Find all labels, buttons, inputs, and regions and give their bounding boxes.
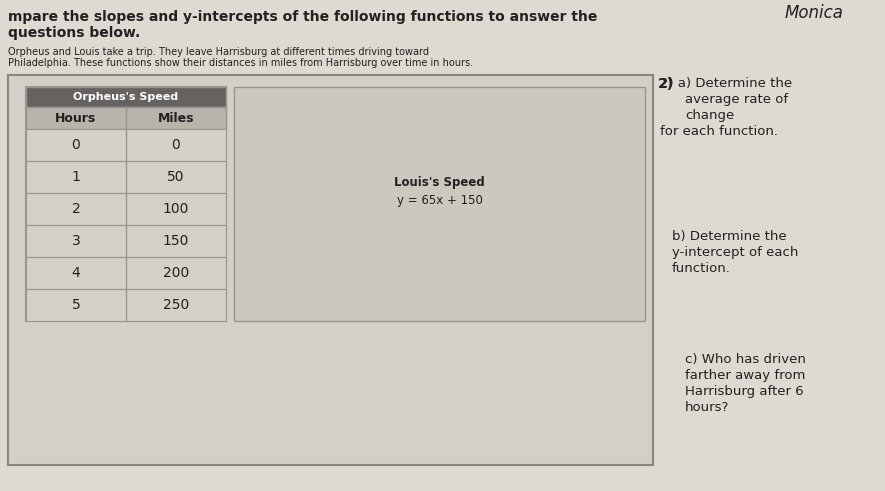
- Text: Harrisburg after 6: Harrisburg after 6: [685, 385, 804, 398]
- Text: 0: 0: [172, 138, 181, 152]
- Bar: [26, 87, 226, 107]
- Bar: [26, 193, 226, 225]
- Text: 1: 1: [72, 170, 81, 184]
- Bar: [26, 225, 226, 257]
- Text: 2: 2: [72, 202, 81, 216]
- Text: 150: 150: [163, 234, 189, 248]
- Bar: [26, 107, 226, 129]
- Bar: [26, 257, 226, 289]
- Text: for each function.: for each function.: [660, 125, 778, 138]
- Text: hours?: hours?: [685, 401, 729, 414]
- Text: farther away from: farther away from: [685, 369, 805, 382]
- Text: 4: 4: [72, 266, 81, 280]
- Text: 200: 200: [163, 266, 189, 280]
- Text: y = 65x + 150: y = 65x + 150: [396, 194, 482, 207]
- Text: Miles: Miles: [158, 111, 194, 125]
- Bar: [234, 87, 645, 321]
- Text: Louis's Speed: Louis's Speed: [394, 176, 485, 189]
- Text: 100: 100: [163, 202, 189, 216]
- Text: 250: 250: [163, 298, 189, 312]
- Text: Monica: Monica: [785, 4, 844, 22]
- Bar: [26, 289, 226, 321]
- Text: mpare the slopes and y-intercepts of the following functions to answer the: mpare the slopes and y-intercepts of the…: [8, 10, 597, 24]
- Bar: [26, 161, 226, 193]
- Text: average rate of: average rate of: [685, 93, 789, 106]
- Bar: [26, 129, 226, 161]
- Text: Orpheus and Louis take a trip. They leave Harrisburg at different times driving : Orpheus and Louis take a trip. They leav…: [8, 47, 429, 57]
- Text: Hours: Hours: [56, 111, 96, 125]
- Text: 3: 3: [72, 234, 81, 248]
- Text: change: change: [685, 109, 735, 122]
- Text: 50: 50: [167, 170, 185, 184]
- Text: 2) a) Determine the: 2) a) Determine the: [660, 77, 792, 90]
- Text: 5: 5: [72, 298, 81, 312]
- Text: 2): 2): [658, 77, 674, 91]
- Text: 0: 0: [72, 138, 81, 152]
- Text: y-intercept of each: y-intercept of each: [672, 246, 798, 259]
- Bar: [8, 75, 653, 465]
- Text: Philadelphia. These functions show their distances in miles from Harrisburg over: Philadelphia. These functions show their…: [8, 58, 473, 68]
- Bar: [26, 87, 226, 321]
- Text: c) Who has driven: c) Who has driven: [685, 353, 806, 366]
- Text: Orpheus's Speed: Orpheus's Speed: [73, 92, 179, 102]
- Text: b) Determine the: b) Determine the: [672, 230, 787, 243]
- Text: function.: function.: [672, 262, 731, 275]
- Text: questions below.: questions below.: [8, 26, 140, 40]
